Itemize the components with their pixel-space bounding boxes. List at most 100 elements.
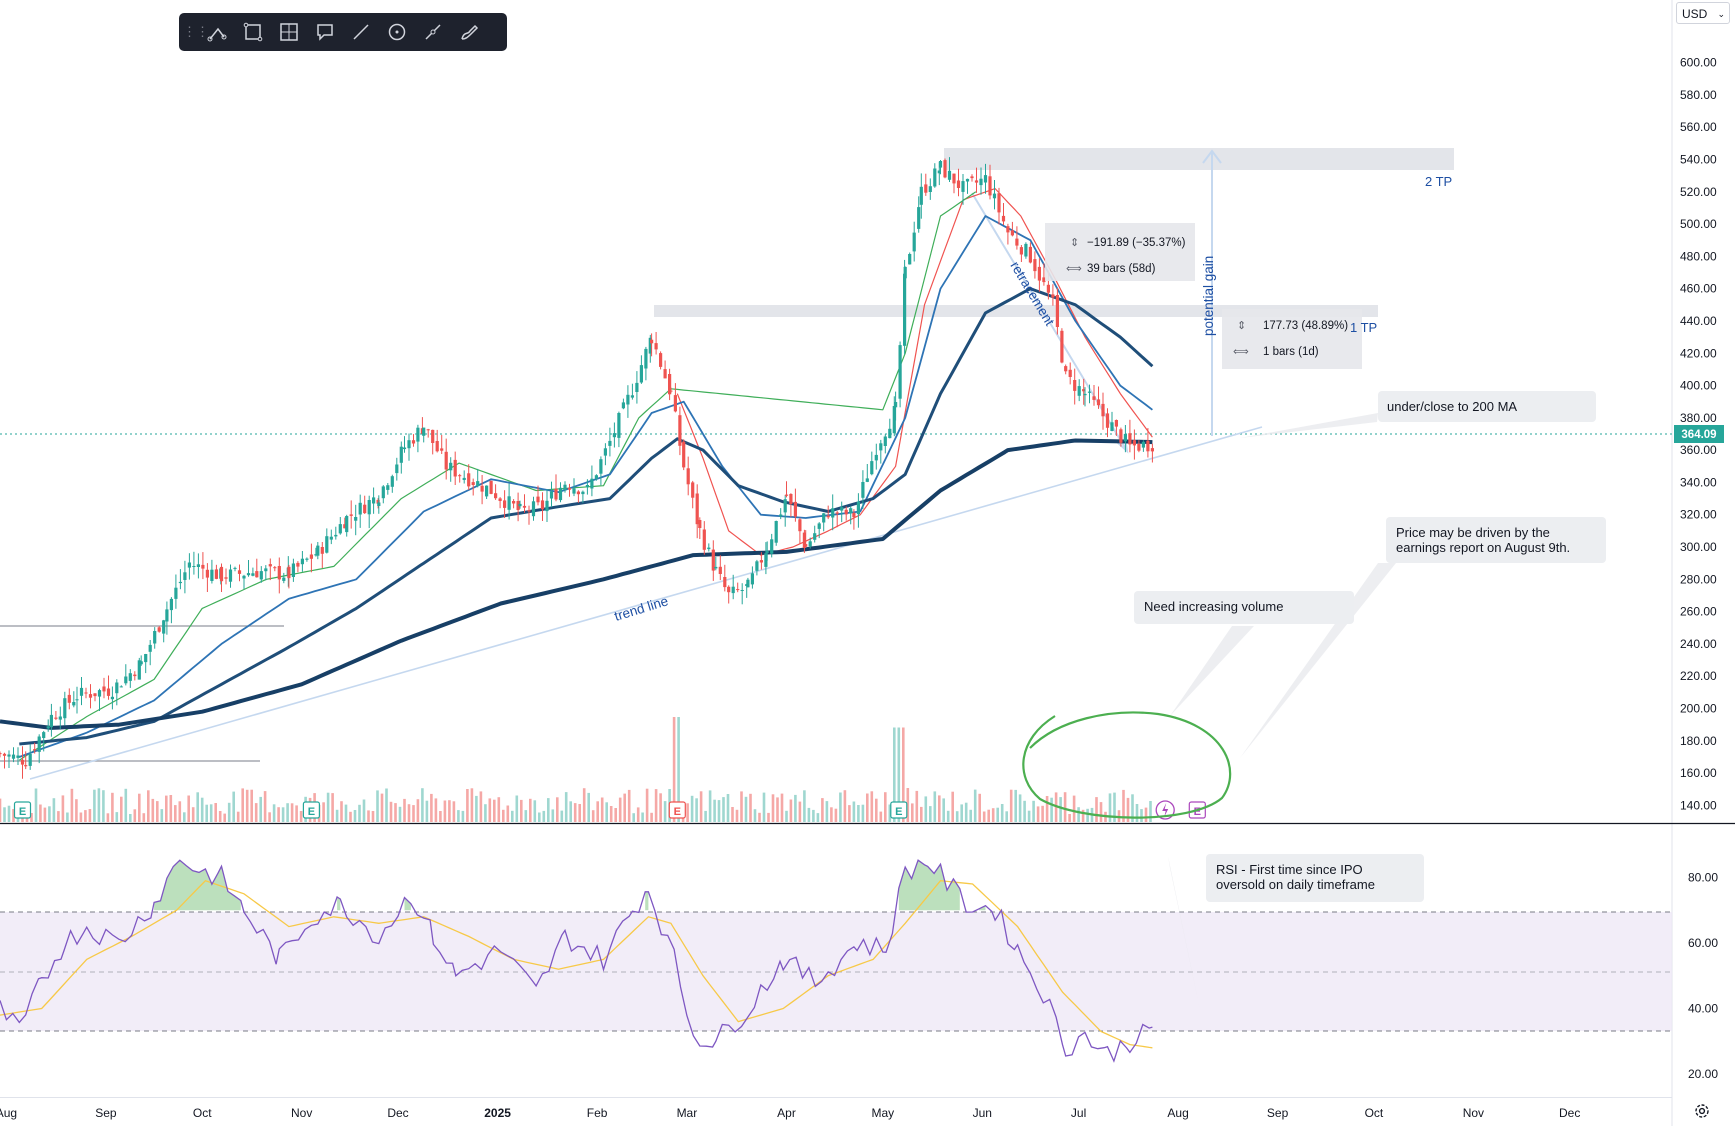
candle-body (804, 544, 808, 547)
volume-bar (214, 803, 217, 822)
candle-body (798, 519, 802, 532)
lightning-icon[interactable] (1155, 800, 1175, 820)
candle-body (402, 447, 407, 450)
candle-body (174, 587, 178, 599)
volume-callout[interactable] (1134, 591, 1354, 624)
volume-bar (39, 804, 42, 822)
volume-bar (1014, 789, 1017, 822)
trend-line[interactable] (29, 426, 1263, 780)
volume-bar (686, 803, 689, 822)
ma200-callout[interactable] (1378, 391, 1596, 422)
projection-tool-icon[interactable] (271, 16, 307, 48)
volume-bar (286, 803, 289, 822)
volume-bar (245, 789, 249, 822)
volume-bar (969, 809, 972, 822)
candle-body (133, 674, 137, 677)
volume-highlight-circle[interactable] (1022, 711, 1232, 819)
candle-body (54, 717, 58, 719)
candle-body (1105, 413, 1110, 428)
retracement-arrow[interactable] (971, 192, 1128, 452)
candle-body (567, 487, 572, 490)
volume-bar (538, 812, 541, 822)
volume-bar (421, 788, 424, 822)
candle-body (1046, 284, 1050, 293)
candle-body (522, 505, 527, 508)
candle-body (377, 502, 381, 506)
volume-bar (457, 810, 460, 822)
drawing-toolbar[interactable]: ⋮⋮ (179, 13, 507, 51)
price-axis-tick: 340.00 (1680, 475, 1717, 489)
volume-bar (564, 792, 568, 822)
candle-body (924, 184, 928, 193)
currency-selector[interactable]: USD ⌄ (1676, 2, 1730, 24)
volume-bar (556, 797, 559, 822)
measure-box-gain[interactable] (1222, 309, 1362, 369)
candle-body (219, 566, 224, 582)
price-axis-tick: 520.00 (1680, 185, 1717, 199)
candle-body (802, 532, 806, 548)
tp1-zone[interactable] (654, 305, 1378, 317)
time-axis[interactable]: Aug Sep Oct Nov Dec 2025 Feb Mar Apr May Jun Jul Aug… (0, 1106, 1580, 1120)
gear-icon[interactable] (1692, 1101, 1712, 1121)
brush-tool-icon[interactable] (415, 16, 451, 48)
earnings-marker-label: E (308, 806, 315, 818)
volume-bar (385, 788, 388, 822)
volume-bar (434, 798, 438, 822)
candle-body (937, 170, 941, 174)
earnings-callout-line2: earnings report on August 9th. (1396, 540, 1570, 555)
callout-tool-icon[interactable] (307, 16, 343, 48)
candle-body (883, 436, 887, 446)
volume-bar (758, 812, 761, 822)
candle-body (148, 644, 152, 652)
volume-bar (358, 804, 361, 822)
earnings-marker[interactable]: E (890, 801, 908, 819)
volume-bar (227, 802, 231, 822)
earnings-marker[interactable]: E (13, 801, 32, 819)
volume-bar (618, 797, 622, 822)
earnings-marker-box (302, 801, 320, 819)
path-tool-icon[interactable] (199, 16, 235, 48)
earnings-marker[interactable]: E (302, 801, 320, 819)
candle-body (338, 524, 342, 534)
potential-gain-label: potential gain (1201, 256, 1216, 336)
volume-bar (156, 801, 159, 822)
earnings-marker[interactable]: E (668, 801, 686, 819)
earnings-marker-label: E (19, 806, 26, 818)
highlighter-tool-icon[interactable] (451, 16, 487, 48)
volume-bar (973, 789, 977, 822)
candle-body (210, 569, 214, 581)
tp2-zone[interactable] (944, 148, 1454, 170)
volume-bar (1144, 807, 1148, 822)
last-price-tag-bg (1674, 425, 1724, 443)
rsi-axis[interactable]: 80.00 60.00 40.00 20.00 (1688, 870, 1718, 1081)
volume-bar (978, 793, 981, 822)
volume-bar (641, 812, 644, 822)
volume-bar (1068, 814, 1071, 822)
measure-box-drop[interactable] (1045, 223, 1195, 281)
candle-body (320, 547, 324, 554)
volume-bar (106, 813, 110, 822)
candle-body (714, 566, 718, 569)
volume-bar (582, 788, 586, 822)
volume-bar (0, 798, 2, 822)
trend-line-tool-icon[interactable] (343, 16, 379, 48)
candle-body (635, 382, 639, 392)
volume-bar (825, 801, 829, 822)
price-axis[interactable]: 600.00 580.00 560.00 540.00 520.00 500.00 480.… (1680, 56, 1717, 813)
candle-body (630, 395, 634, 398)
volume-bar (605, 802, 608, 822)
candle-body (157, 627, 161, 632)
volume-bar (929, 806, 932, 822)
candle-body (755, 561, 759, 571)
circle-tool-icon[interactable] (379, 16, 415, 48)
drag-handle-icon[interactable]: ⋮⋮ (183, 24, 209, 39)
candle-body (808, 541, 812, 547)
earnings-callout[interactable] (1386, 517, 1606, 563)
volume-bar (717, 800, 721, 822)
candle-body (1087, 391, 1092, 393)
rectangle-tool-icon[interactable] (235, 16, 271, 48)
candle-body (1137, 444, 1141, 451)
volume-bar (277, 807, 280, 822)
rsi-callout[interactable] (1206, 854, 1424, 902)
